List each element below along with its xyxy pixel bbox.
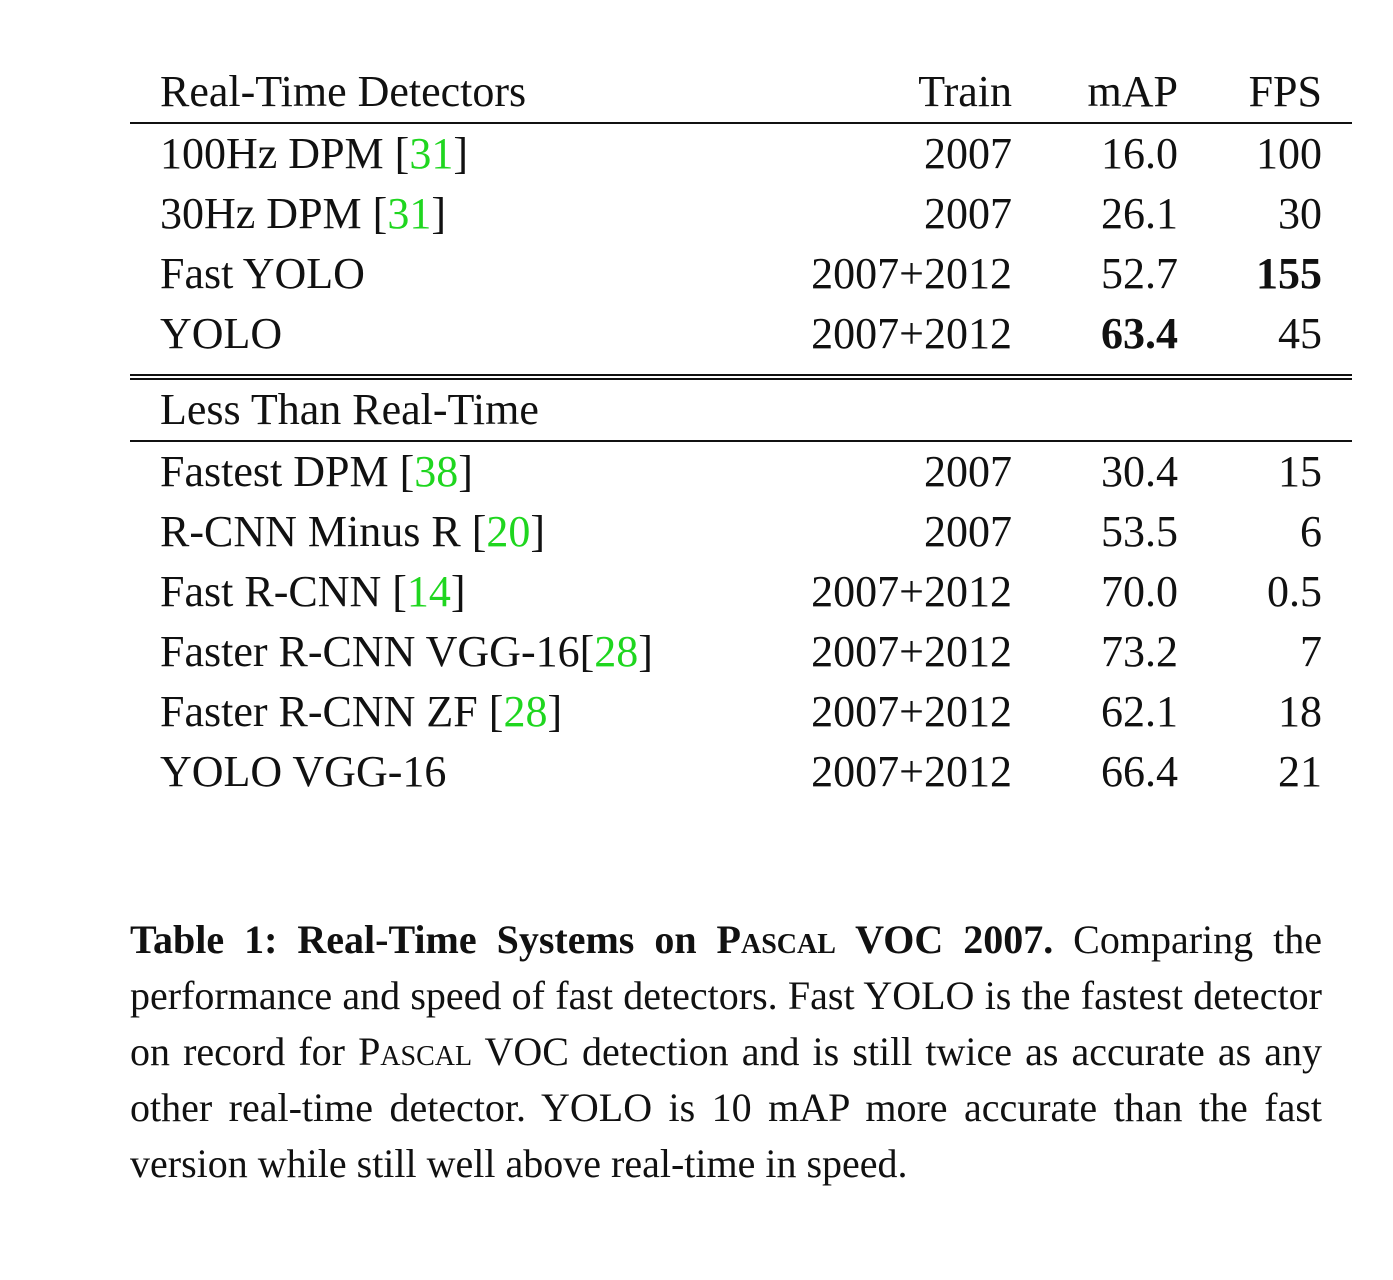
cell-fps: 6: [1300, 507, 1322, 556]
detector-name: Faster R-CNN VGG-16[28]: [160, 627, 653, 676]
cell-fps: 45: [1278, 309, 1322, 358]
cell-map: 66.4: [1101, 747, 1178, 796]
citation-link[interactable]: 28: [503, 687, 548, 736]
cell-train: 2007: [924, 507, 1012, 556]
detector-name: Faster R-CNN ZF [28]: [160, 687, 563, 736]
table-row: YOLO VGG-16 2007+2012 66.4 21: [130, 742, 1352, 802]
citation-link[interactable]: 31: [409, 129, 454, 178]
cell-map: 52.7: [1101, 249, 1178, 298]
cell-train: 2007+2012: [811, 627, 1012, 676]
table-header-row: Real-Time Detectors Train mAP FPS: [130, 62, 1352, 122]
cell-train: 2007: [924, 129, 1012, 178]
cell-map: 30.4: [1101, 447, 1178, 496]
results-table: Real-Time Detectors Train mAP FPS 100Hz …: [130, 62, 1352, 802]
cell-map: 63.4: [1101, 309, 1178, 358]
detector-name: YOLO: [160, 309, 283, 358]
cell-train: 2007: [924, 189, 1012, 238]
caption-title-a: Real-Time Systems on: [297, 917, 717, 962]
cell-train: 2007+2012: [811, 567, 1012, 616]
table-row: R-CNN Minus R [20] 2007 53.5 6: [130, 502, 1352, 562]
cell-fps: 155: [1256, 249, 1322, 298]
table-row: 30Hz DPM [31] 2007 26.1 30: [130, 184, 1352, 244]
cell-map: 53.5: [1101, 507, 1178, 556]
citation-link[interactable]: 38: [414, 447, 459, 496]
realtime-section: 100Hz DPM [31] 2007 16.0 100 30Hz DPM [31] 20…: [130, 124, 1352, 364]
table-row: Faster R-CNN VGG-16[28] 2007+2012 73.2 7: [130, 622, 1352, 682]
caption-body-a: Comparing the performance and speed of f…: [130, 917, 1322, 1074]
cell-map: 26.1: [1101, 189, 1178, 238]
table-row: Fastest DPM [38] 2007 30.4 15: [130, 442, 1352, 502]
cell-fps: 21: [1278, 747, 1322, 796]
slow-section: Fastest DPM [38] 2007 30.4 15 R-CNN Minus R …: [130, 442, 1352, 802]
caption-title: Real-Time Systems on Pascal VOC 2007.: [297, 917, 1053, 962]
cell-fps: 18: [1278, 687, 1322, 736]
header-rule: [130, 122, 1352, 124]
citation-link[interactable]: 20: [486, 507, 531, 556]
table-row: Fast YOLO 2007+2012 52.7 155: [130, 244, 1352, 304]
cell-fps: 15: [1278, 447, 1322, 496]
table-row: 100Hz DPM [31] 2007 16.0 100: [130, 124, 1352, 184]
table-row: Fast R-CNN [14] 2007+2012 70.0 0.5: [130, 562, 1352, 622]
cell-train: 2007+2012: [811, 309, 1012, 358]
citation-link[interactable]: 14: [406, 567, 451, 616]
section-double-rule: [130, 374, 1352, 380]
detector-name: Fast R-CNN [14]: [160, 567, 466, 616]
caption-title-pascal: Pascal: [716, 917, 836, 962]
cell-map: 70.0: [1101, 567, 1178, 616]
caption-body-b: VOC detection and is still twice as accu…: [130, 1029, 1322, 1186]
cell-train: 2007+2012: [811, 249, 1012, 298]
table-row: YOLO 2007+2012 63.4 45: [130, 304, 1352, 364]
cell-map: 16.0: [1101, 129, 1178, 178]
caption-label: Table 1:: [130, 917, 278, 962]
cell-fps: 30: [1278, 189, 1322, 238]
cell-fps: 7: [1300, 627, 1322, 676]
cell-fps: 100: [1256, 129, 1322, 178]
section-label-row: Less Than Real-Time: [130, 380, 1352, 440]
header-detector: Real-Time Detectors: [160, 67, 527, 116]
header-map: mAP: [1087, 67, 1178, 116]
caption-title-b: VOC 2007.: [835, 917, 1054, 962]
detector-name: YOLO VGG-16: [160, 747, 447, 796]
caption-body-pascal: Pascal: [358, 1029, 473, 1074]
header-train: Train: [918, 67, 1012, 116]
cell-train: 2007+2012: [811, 687, 1012, 736]
section-rule: [130, 440, 1352, 442]
cell-fps: 0.5: [1267, 567, 1322, 616]
detector-name: R-CNN Minus R [20]: [160, 507, 546, 556]
citation-link[interactable]: 28: [594, 627, 639, 676]
detector-name: Fastest DPM [38]: [160, 447, 473, 496]
citation-link[interactable]: 31: [387, 189, 432, 238]
cell-train: 2007: [924, 447, 1012, 496]
table-row: Faster R-CNN ZF [28] 2007+2012 62.1 18: [130, 682, 1352, 742]
table-caption: Table 1: Real-Time Systems on Pascal VOC…: [130, 912, 1322, 1192]
section-label: Less Than Real-Time: [160, 385, 539, 434]
header-fps: FPS: [1248, 67, 1322, 116]
detector-name: 30Hz DPM [31]: [160, 189, 446, 238]
cell-map: 62.1: [1101, 687, 1178, 736]
detector-name: Fast YOLO: [160, 249, 365, 298]
cell-train: 2007+2012: [811, 747, 1012, 796]
detector-name: 100Hz DPM [31]: [160, 129, 468, 178]
cell-map: 73.2: [1101, 627, 1178, 676]
